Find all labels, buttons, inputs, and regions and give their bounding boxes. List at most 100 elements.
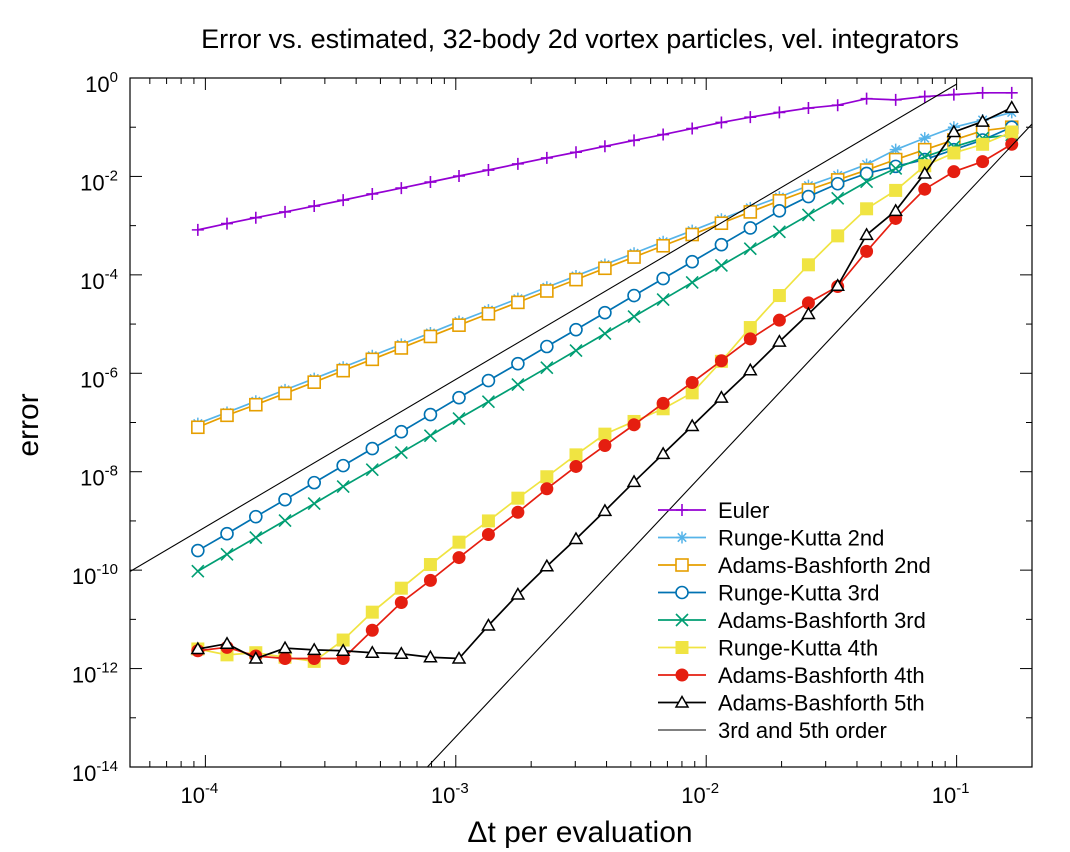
data-point: [569, 459, 583, 473]
data-point: [714, 258, 728, 273]
data-point: [423, 558, 437, 572]
x-axis-label: Δt per evaluation: [467, 816, 692, 849]
data-point: [278, 513, 292, 528]
data-point: [831, 229, 845, 243]
y-tick-label-exp: 0: [110, 69, 118, 86]
data-point: [248, 651, 264, 664]
y-tick-label-base: 10: [80, 269, 104, 294]
data-point: [569, 146, 582, 159]
x-tick-label-exp: -3: [455, 780, 468, 797]
y-tick-label-base: 10: [80, 367, 104, 392]
legend-marker: [675, 641, 689, 654]
data-point: [598, 439, 612, 453]
data-point: [976, 86, 989, 99]
data-point: [947, 88, 960, 101]
data-point: [451, 651, 467, 664]
x-tick-label-base: 10: [431, 783, 455, 808]
legend-item: Euler: [658, 498, 769, 523]
data-point: [772, 313, 786, 327]
data-point: [830, 176, 845, 191]
series-layer: [130, 83, 1032, 767]
data-point: [540, 470, 554, 484]
y-tick-label: 10-4: [80, 266, 118, 294]
data-point: [452, 318, 466, 332]
data-point: [772, 289, 786, 303]
data-point: [452, 390, 466, 405]
y-tick-label-exp: -6: [105, 364, 118, 381]
data-point: [306, 642, 322, 656]
data-point: [598, 327, 612, 341]
legend-marker: [675, 585, 689, 600]
chart-title: Error vs. estimated, 32-body 2d vortex p…: [201, 24, 959, 54]
data-point: [481, 617, 496, 631]
data-point: [947, 165, 961, 179]
data-point: [249, 211, 262, 224]
data-point: [627, 310, 641, 324]
data-point: [569, 272, 583, 287]
data-point: [191, 420, 205, 435]
data-point: [511, 157, 524, 170]
data-point: [336, 458, 350, 473]
series-4: [191, 128, 1019, 578]
data-point: [715, 116, 728, 129]
data-point: [976, 155, 990, 169]
data-point: [772, 334, 787, 347]
data-point: [481, 373, 496, 388]
legend-label: 3rd and 5th order: [718, 718, 887, 743]
data-point: [366, 187, 379, 200]
data-point: [337, 194, 350, 207]
data-point: [860, 175, 874, 189]
data-point: [685, 275, 699, 290]
data-point: [655, 446, 671, 460]
data-point: [364, 645, 380, 658]
data-point: [597, 503, 613, 517]
data-point: [481, 395, 495, 409]
data-point: [947, 146, 961, 160]
data-point: [685, 227, 699, 242]
data-point: [394, 445, 408, 460]
data-point: [452, 551, 466, 565]
data-point: [481, 527, 495, 541]
legend-item: Runge-Kutta 2nd: [658, 526, 884, 551]
y-tick-label-exp: -8: [105, 463, 118, 480]
data-point: [423, 329, 438, 344]
x-tick-label-exp: -2: [706, 780, 719, 797]
y-tick-label-exp: -4: [105, 266, 118, 283]
data-point: [743, 321, 757, 335]
data-point: [190, 641, 206, 655]
data-point: [598, 140, 611, 153]
legend-marker: [676, 504, 688, 516]
data-point: [540, 482, 554, 496]
data-point: [423, 429, 437, 443]
y-axis-label: error: [12, 393, 45, 456]
legend-item: Adams-Bashforth 2nd: [658, 553, 931, 578]
y-tick-label-base: 10: [80, 466, 104, 491]
data-point: [452, 412, 466, 426]
data-point: [482, 164, 495, 177]
data-point: [540, 339, 554, 354]
data-point: [656, 238, 670, 253]
data-point: [336, 363, 350, 378]
y-tick-label: 10-6: [80, 364, 118, 392]
x-tick-label: 10-2: [681, 780, 719, 808]
data-point: [598, 305, 612, 320]
data-point: [1005, 86, 1018, 99]
data-point: [453, 170, 466, 183]
data-point: [743, 362, 758, 376]
legend-item: Runge-Kutta 4th: [658, 636, 878, 661]
legend-item: Adams-Bashforth 5th: [658, 691, 925, 716]
data-point: [191, 223, 204, 236]
x-tick-label-base: 10: [681, 783, 705, 808]
legend-item: Runge-Kutta 3rd: [658, 581, 879, 606]
data-point: [511, 377, 525, 392]
data-point: [744, 111, 757, 124]
data-point: [394, 596, 408, 610]
y-tick-label: 10-2: [80, 167, 118, 195]
data-point: [1005, 125, 1019, 139]
data-point: [801, 258, 815, 272]
x-tick-label-exp: -4: [205, 780, 218, 797]
data-point: [569, 448, 583, 462]
data-point: [889, 93, 902, 106]
data-point: [831, 191, 845, 205]
